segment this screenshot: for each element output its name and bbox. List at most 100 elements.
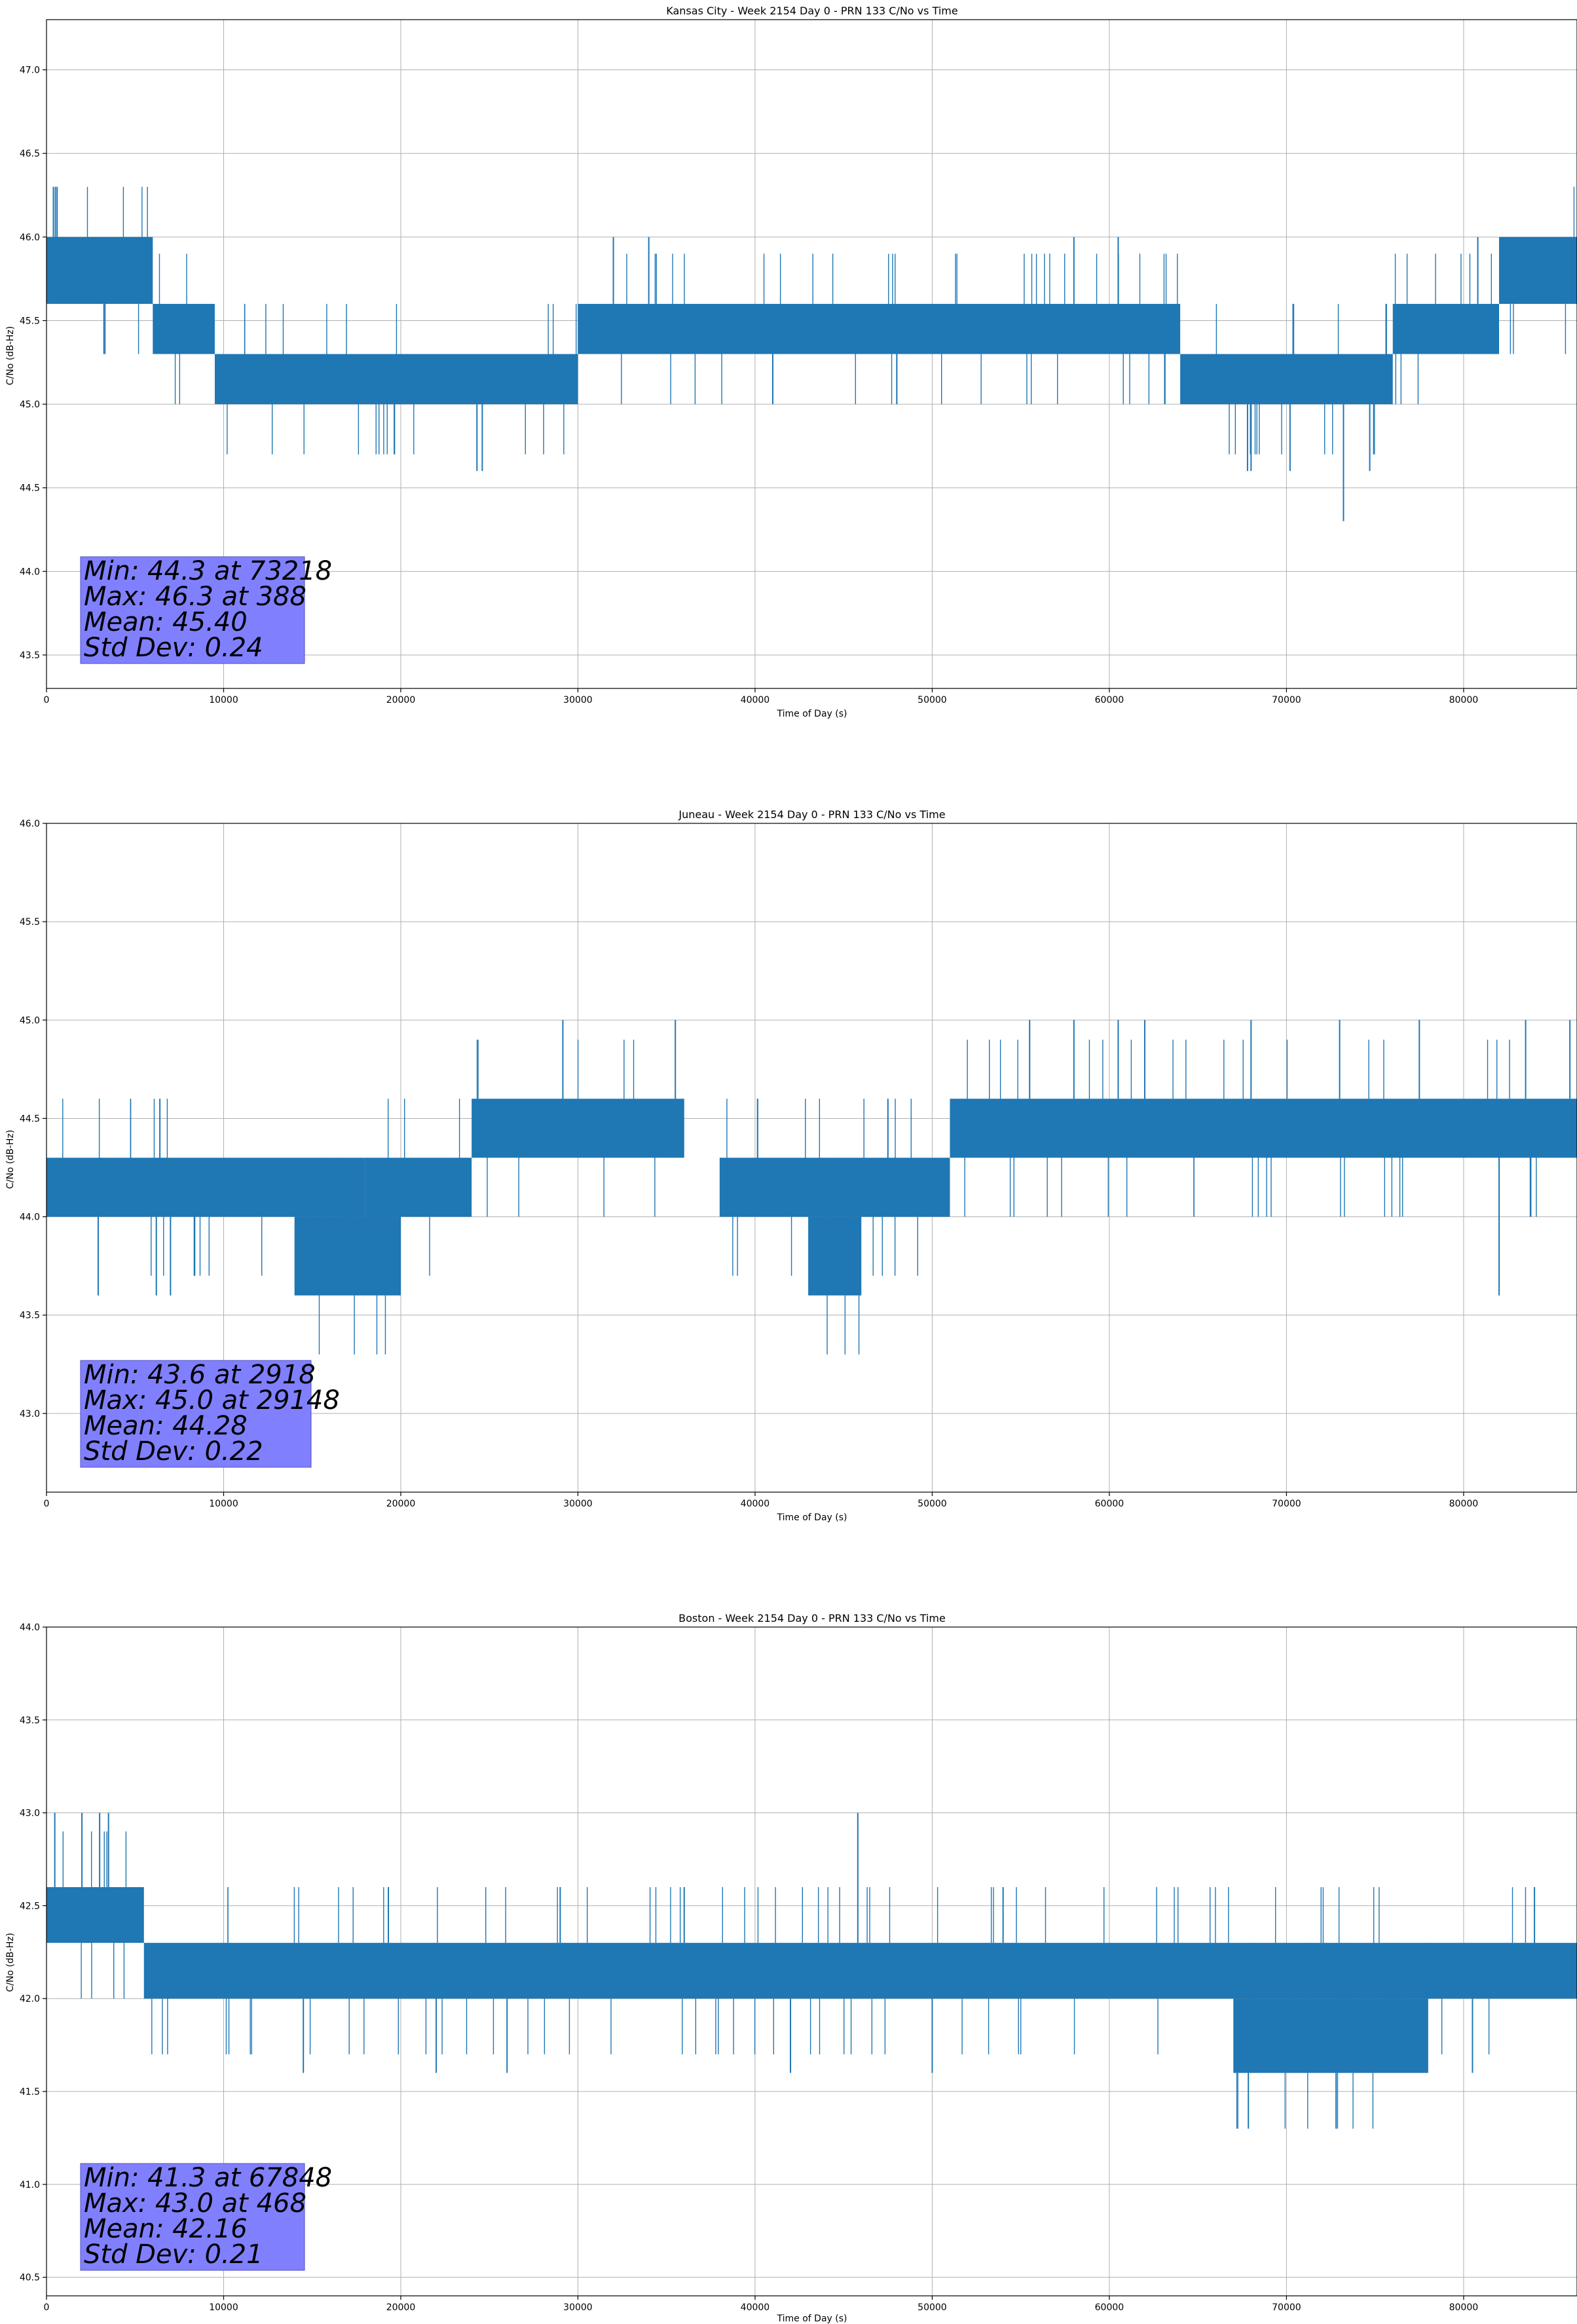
y-tick-label: 45.5 [20, 917, 40, 928]
series-band [294, 1216, 401, 1296]
series-band [808, 1216, 862, 1296]
x-tick-label: 20000 [386, 695, 416, 705]
series-band [578, 303, 1181, 354]
plot-frame [46, 1626, 1577, 2296]
plot-frame [46, 823, 1577, 1493]
series-band [1498, 236, 1577, 304]
x-tick-label: 60000 [1095, 2302, 1124, 2313]
x-axis-label: Time of Day (s) [777, 709, 847, 719]
series-band [1233, 1998, 1428, 2073]
plot-title: Kansas City - Week 2154 Day 0 - PRN 133 … [666, 5, 957, 17]
series-band [214, 354, 578, 405]
series-band [143, 1943, 1577, 1999]
x-tick-label: 10000 [209, 695, 238, 705]
stats-min: Min: 41.3 at 67848 [84, 2163, 332, 2193]
y-tick-label: 43.5 [20, 1311, 40, 1321]
y-tick-label: 45.5 [20, 316, 40, 326]
x-tick-label: 70000 [1272, 695, 1301, 705]
y-tick-label: 46.0 [20, 819, 40, 829]
x-tick-label: 80000 [1449, 1499, 1479, 1509]
series-band [1392, 303, 1499, 354]
x-tick-label: 30000 [563, 695, 593, 705]
stats-max: Max: 45.0 at 29148 [84, 1385, 340, 1415]
stats-box-background [80, 556, 305, 664]
axis-ticks: 0 10000 20000 30000 40000 50000 60000 70000 8000… [20, 1622, 1478, 2313]
y-axis-label: C/No (dB-Hz) [5, 1130, 16, 1189]
stats-mean: Mean: 42.16 [84, 2214, 248, 2244]
stats-std-dev: Std Dev: 0.24 [84, 633, 263, 663]
stats-max: Max: 43.0 at 468 [84, 2188, 306, 2219]
axis-ticks: 0 10000 20000 30000 40000 50000 60000 70000 8000… [20, 66, 1478, 705]
x-tick-label: 40000 [741, 2302, 770, 2313]
y-axis-label: C/No (dB-Hz) [5, 326, 16, 385]
y-tick-label: 43.5 [20, 650, 40, 661]
series-cno [46, 187, 1577, 521]
series-band [365, 1157, 472, 1217]
plot-juneau: Juneau - Week 2154 Day 0 - PRN 133 C/No … [5, 808, 1577, 1523]
stats-box: Min: 43.6 at 2918 Max: 45.0 at 29148 Mea… [80, 1360, 340, 1468]
y-tick-label: 40.5 [20, 2273, 40, 2283]
x-tick-label: 80000 [1449, 695, 1479, 705]
x-tick-label: 0 [44, 2302, 50, 2313]
stats-box-background [80, 2163, 305, 2271]
y-tick-label: 42.0 [20, 1994, 40, 2004]
x-tick-label: 30000 [563, 1499, 593, 1509]
y-tick-label: 43.0 [20, 1809, 40, 1819]
x-tick-label: 20000 [386, 1499, 416, 1509]
stats-box: Min: 44.3 at 73218 Max: 46.3 at 388 Mean… [80, 556, 332, 664]
y-tick-label: 46.0 [20, 233, 40, 243]
y-tick-label: 45.0 [20, 1015, 40, 1026]
series-band [46, 236, 153, 304]
series-band [46, 1887, 144, 1943]
x-tick-label: 50000 [918, 695, 947, 705]
x-tick-label: 0 [44, 695, 50, 705]
y-tick-label: 44.0 [20, 1212, 40, 1223]
x-tick-label: 60000 [1095, 1499, 1124, 1509]
plot-title: Boston - Week 2154 Day 0 - PRN 133 C/No … [678, 1612, 946, 1624]
x-tick-label: 50000 [918, 2302, 947, 2313]
stats-box-background [80, 1360, 312, 1468]
y-tick-label: 43.5 [20, 1715, 40, 1726]
stats-mean: Mean: 45.40 [84, 607, 248, 637]
y-tick-label: 41.5 [20, 2087, 40, 2097]
x-tick-label: 40000 [741, 1499, 770, 1509]
stats-mean: Mean: 44.28 [84, 1411, 248, 1441]
series-band [950, 1098, 1577, 1158]
series-band [1180, 354, 1393, 405]
y-tick-label: 44.5 [20, 1114, 40, 1124]
x-tick-label: 30000 [563, 2302, 593, 2313]
stats-min: Min: 43.6 at 2918 [84, 1360, 316, 1390]
plot-title: Juneau - Week 2154 Day 0 - PRN 133 C/No … [678, 808, 945, 821]
y-tick-label: 45.0 [20, 400, 40, 410]
x-tick-label: 10000 [209, 2302, 238, 2313]
x-tick-label: 60000 [1095, 695, 1124, 705]
series-cno [46, 1020, 1577, 1355]
x-tick-label: 70000 [1272, 1499, 1301, 1509]
stats-std-dev: Std Dev: 0.22 [84, 1436, 263, 1467]
y-tick-label: 44.0 [20, 567, 40, 577]
y-tick-label: 44.0 [20, 1622, 40, 1633]
y-tick-label: 47.0 [20, 66, 40, 76]
stats-box: Min: 41.3 at 67848 Max: 43.0 at 468 Mean… [80, 2163, 332, 2271]
x-tick-label: 50000 [918, 1499, 947, 1509]
x-tick-label: 40000 [741, 695, 770, 705]
series-cno [46, 1812, 1577, 2129]
x-axis-label: Time of Day (s) [777, 1512, 847, 1523]
x-axis-label: Time of Day (s) [777, 2314, 847, 2324]
x-tick-label: 70000 [1272, 2302, 1301, 2313]
y-axis-label: C/No (dB-Hz) [5, 1933, 16, 1992]
x-tick-label: 10000 [209, 1499, 238, 1509]
x-tick-label: 80000 [1449, 2302, 1479, 2313]
series-band [153, 303, 215, 354]
y-tick-label: 46.5 [20, 149, 40, 159]
series-band [719, 1157, 950, 1217]
series-band [46, 1157, 365, 1217]
x-tick-label: 0 [44, 1499, 50, 1509]
plot-kansas-city: Kansas City - Week 2154 Day 0 - PRN 133 … [5, 5, 1577, 719]
y-tick-label: 44.5 [20, 483, 40, 494]
stats-std-dev: Std Dev: 0.21 [84, 2240, 263, 2270]
axis-ticks: 0 10000 20000 30000 40000 50000 60000 70000 8000… [20, 819, 1478, 1509]
series-band [472, 1098, 684, 1158]
y-tick-label: 43.0 [20, 1409, 40, 1419]
